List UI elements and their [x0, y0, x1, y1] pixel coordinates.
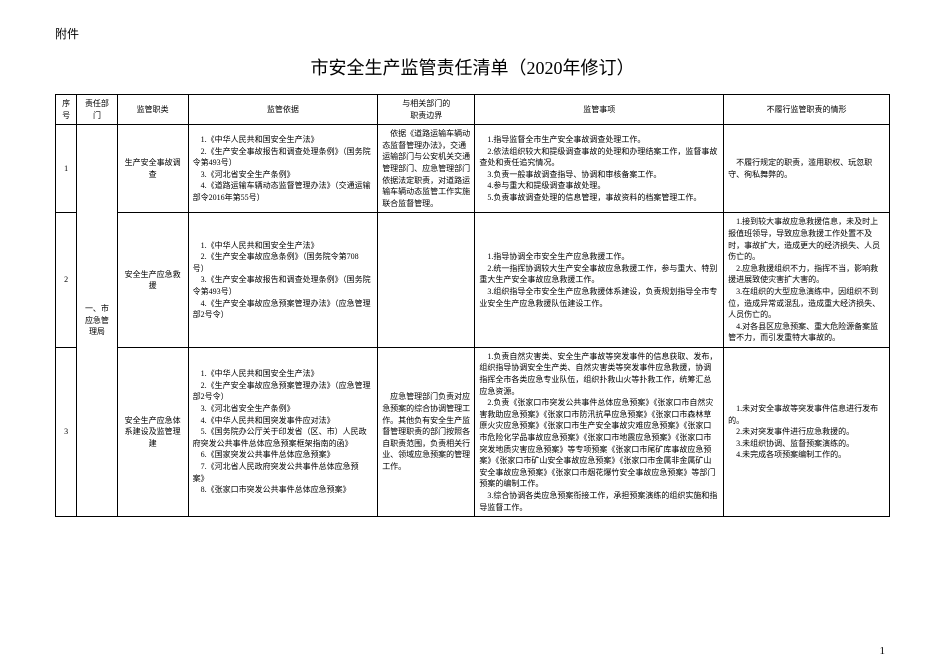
cell-seq: 1: [56, 125, 77, 213]
table-row: 2 安全生产应急救援 1.《中华人民共和国安全生产法》 2.《生产安全事故应急条…: [56, 213, 890, 348]
page-number: 1: [880, 645, 886, 657]
col-dept: 责任部门: [77, 95, 117, 125]
cell-negligence: 1.未对安全事故等突发事件信息进行发布的。 2.未对突发事件进行应急救援的。 3…: [724, 347, 890, 516]
table-row: 1 一、市应急管理局 生产安全事故调查 1.《中华人民共和国安全生产法》 2.《…: [56, 125, 890, 213]
responsibility-table: 序号 责任部门 监管职类 监管依据 与相关部门的 职责边界 监管事项 不履行监管…: [55, 94, 890, 517]
col-category: 监管职类: [117, 95, 188, 125]
col-negligence: 不履行监管职责的情形: [724, 95, 890, 125]
cell-category: 生产安全事故调查: [117, 125, 188, 213]
col-items: 监管事项: [475, 95, 724, 125]
cell-items: 1.负责自然灾害类、安全生产事故等突发事件的信息获取、发布，组织指导协调安全生产…: [475, 347, 724, 516]
cell-boundary: 依据《道路运输车辆动态监督管理办法》，交通运输部门与公安机关交通管理部门、应急管…: [378, 125, 475, 213]
cell-boundary: 应急管理部门负责对应急预案的综合协调管理工作。其他负有安全生产监督管理职责的部门…: [378, 347, 475, 516]
cell-boundary: [378, 213, 475, 348]
cell-seq: 2: [56, 213, 77, 348]
cell-category: 安全生产应急体系建设及监管理建: [117, 347, 188, 516]
cell-negligence: 不履行规定的职责，滥用职权、玩忽职守、徇私舞弊的。: [724, 125, 890, 213]
table-row: 3 安全生产应急体系建设及监管理建 1.《中华人民共和国安全生产法》 2.《生产…: [56, 347, 890, 516]
table-header-row: 序号 责任部门 监管职类 监管依据 与相关部门的 职责边界 监管事项 不履行监管…: [56, 95, 890, 125]
document-title: 市安全生产监管责任清单（2020年修订）: [55, 54, 890, 80]
cell-negligence: 1.接到较大事故应急救援信息，未及时上报值班领导，导致应急救援工作处置不及时，事…: [724, 213, 890, 348]
col-basis: 监管依据: [188, 95, 378, 125]
cell-seq: 3: [56, 347, 77, 516]
attachment-label: 附件: [55, 25, 890, 42]
cell-basis: 1.《中华人民共和国安全生产法》 2.《生产安全事故应急条例》（国务院令第708…: [188, 213, 378, 348]
cell-basis: 1.《中华人民共和国安全生产法》 2.《生产安全事故报告和调查处理条例》（国务院…: [188, 125, 378, 213]
cell-items: 1.指导协调全市安全生产应急救援工作。 2.统一指挥协调较大生产安全事故应急救援…: [475, 213, 724, 348]
cell-items: 1.指导监督全市生产安全事故调查处理工作。 2.依法组织较大和提级调查事故的处理…: [475, 125, 724, 213]
cell-dept: 一、市应急管理局: [77, 125, 117, 517]
cell-category: 安全生产应急救援: [117, 213, 188, 348]
col-boundary: 与相关部门的 职责边界: [378, 95, 475, 125]
cell-basis: 1.《中华人民共和国安全生产法》 2.《生产安全事故应急预案管理办法》（应急管理…: [188, 347, 378, 516]
col-seq: 序号: [56, 95, 77, 125]
